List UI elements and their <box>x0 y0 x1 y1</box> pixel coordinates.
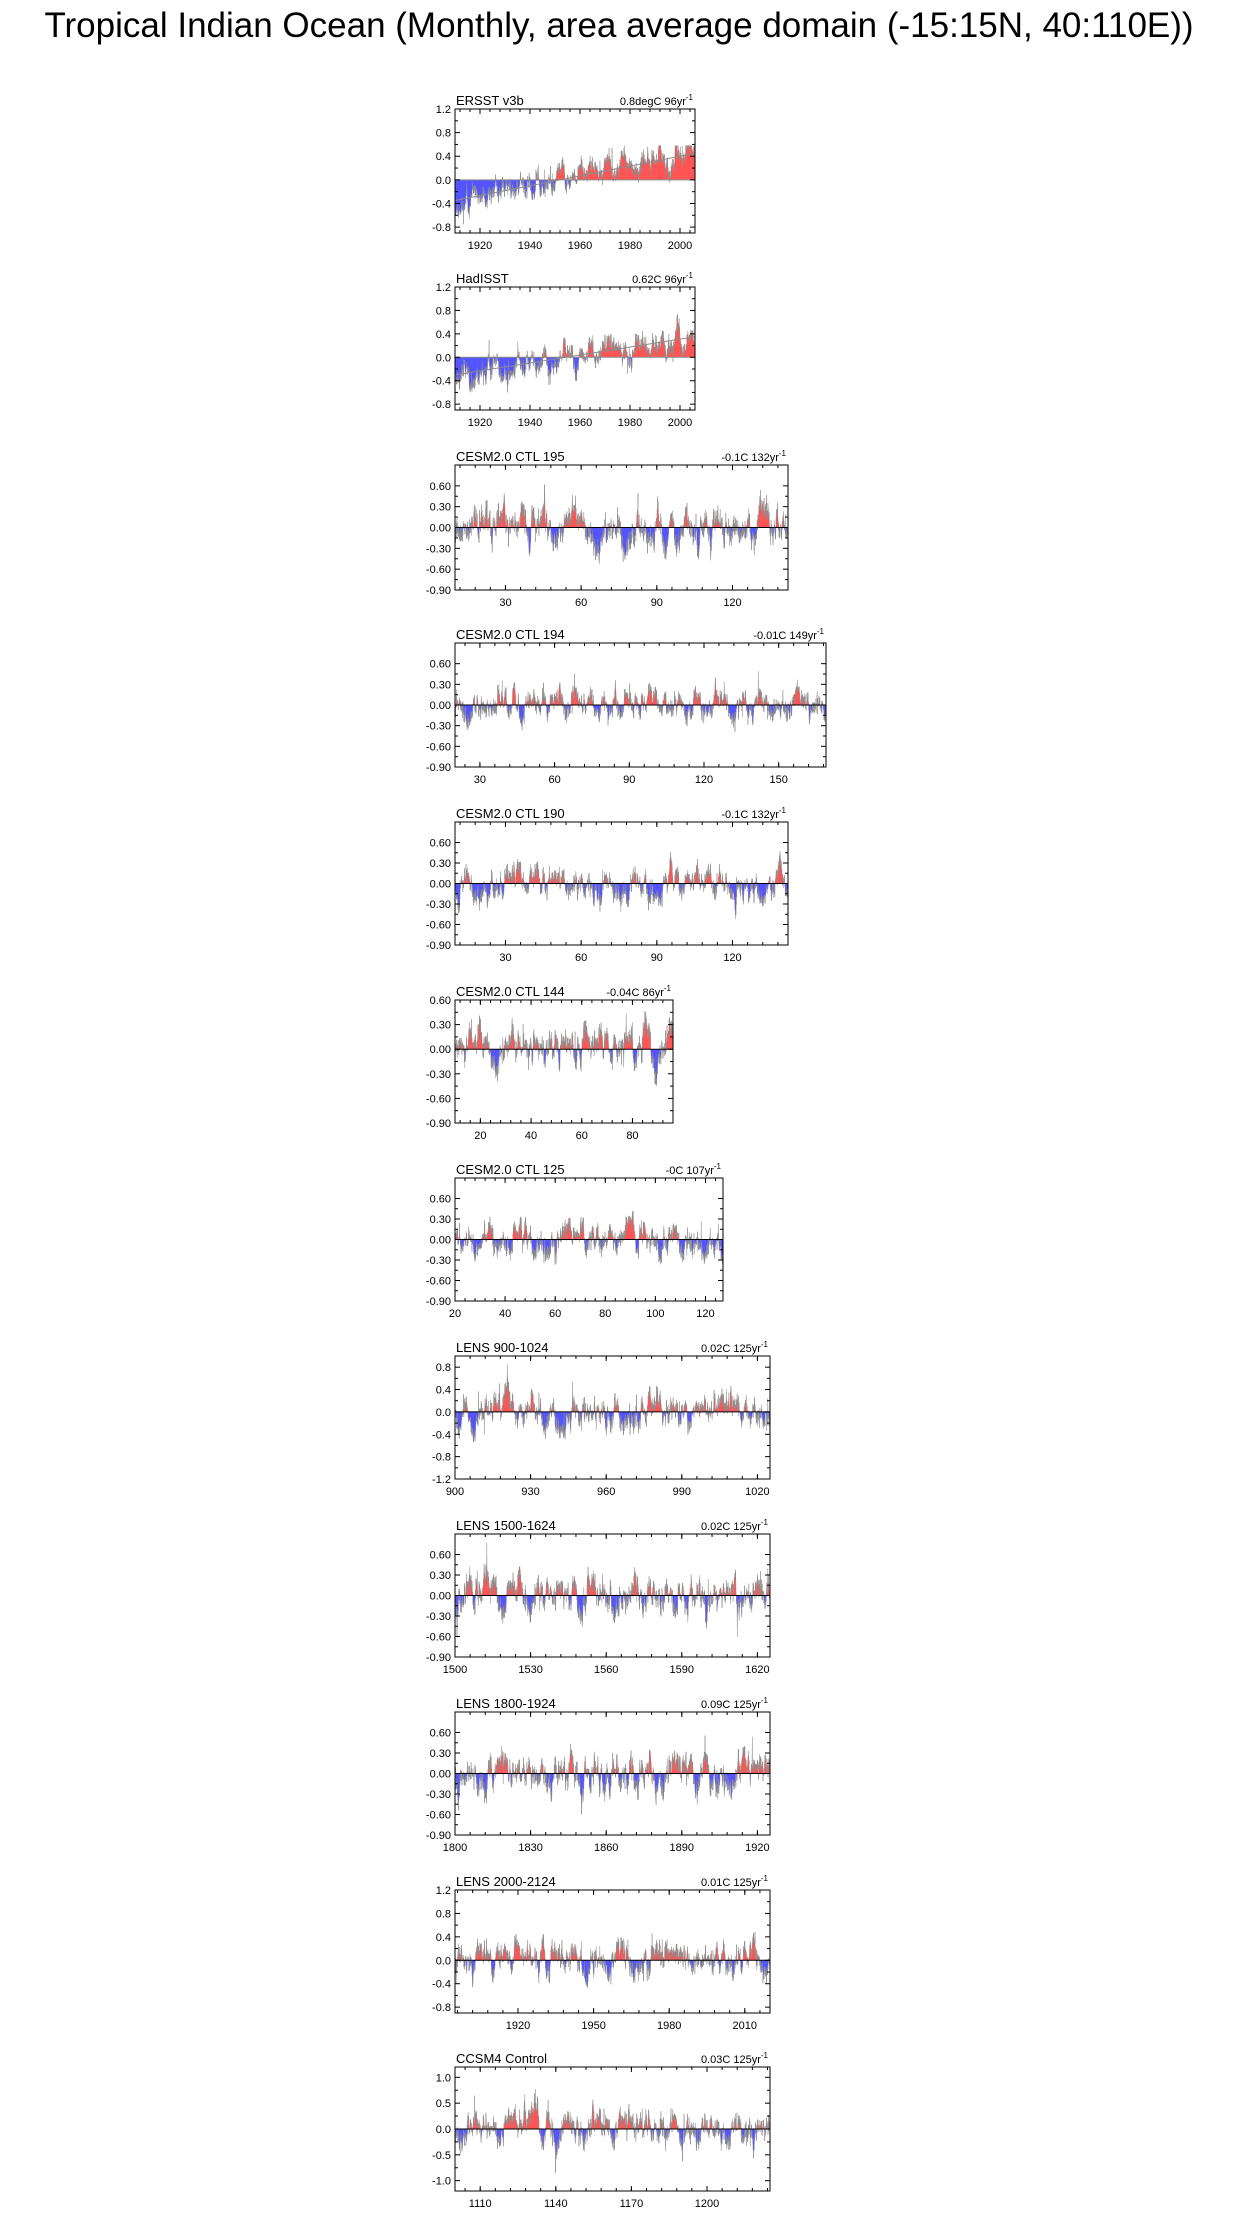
x-tick-label: 1980 <box>618 417 642 429</box>
x-tick-label: 1920 <box>468 240 492 252</box>
panel-1: -0.8 -0.4 0.0 0.4 0.8 1.2 1920 1940 1960 1980 2000… <box>432 271 696 429</box>
x-tick-label: 2000 <box>668 417 692 429</box>
x-tick-label: 1920 <box>468 417 492 429</box>
y-tick-label: 0.8 <box>436 305 451 317</box>
panel-0: -0.8 -0.4 0.0 0.4 0.8 1.2 1920 1940 1960 1980 2000… <box>432 93 696 252</box>
trend-label: 0.62C 96yr-1 <box>632 271 693 286</box>
bars-1 <box>455 313 695 393</box>
x-tick-label: 1980 <box>618 240 642 252</box>
y-tick-label: 0.4 <box>436 329 451 341</box>
bars-0 <box>455 145 695 225</box>
y-tick-label: 0.60 <box>430 481 451 493</box>
y-tick-label: 1.2 <box>436 282 451 294</box>
series-line-1 <box>455 313 695 393</box>
y-tick-label: 0.0 <box>436 352 451 364</box>
y-tick-label: -0.8 <box>432 222 451 234</box>
x-tick-label: 60 <box>575 597 587 609</box>
x-tick-label: 2000 <box>668 240 692 252</box>
x-tick-label: 90 <box>651 597 663 609</box>
x-tick-label: 30 <box>499 597 511 609</box>
x-tick-label: 1940 <box>518 417 542 429</box>
x-tick-label: 1940 <box>518 240 542 252</box>
y-tick-label: 0.8 <box>436 128 451 140</box>
y-tick-label: 0.4 <box>436 151 451 163</box>
panel-title: ERSST v3b <box>456 93 524 108</box>
trend-label: -0.1C 132yr-1 <box>721 449 786 464</box>
y-tick-label: -0.90 <box>426 585 451 597</box>
y-tick-label: -0.30 <box>426 543 451 555</box>
series-line-0 <box>455 145 695 225</box>
plot-frame-0 <box>454 108 696 234</box>
trend-line-1 <box>454 336 696 376</box>
bars-3 <box>455 671 826 732</box>
plot-frame-1 <box>454 286 696 411</box>
y-tick-label: -0.4 <box>432 376 451 388</box>
page-title: Tropical Indian Ocean (Monthly, area ave… <box>44 6 1194 45</box>
y-tick-label: -0.4 <box>432 198 451 210</box>
x-tick-label: 1960 <box>568 240 592 252</box>
panel-title: CESM2.0 CTL 195 <box>456 449 565 464</box>
y-tick-label: 0.0 <box>436 175 451 187</box>
panel-2: -0.90 -0.60 -0.30 0.00 0.30 0.60 30 60 90 120 CESM… <box>426 449 789 609</box>
series-line-2 <box>455 484 788 564</box>
trend-line-0 <box>454 152 696 202</box>
y-tick-label: 0.00 <box>430 523 451 535</box>
y-tick-label: -0.60 <box>426 564 451 576</box>
y-tick-label: 1.2 <box>436 104 451 116</box>
x-tick-label: 1960 <box>568 417 592 429</box>
y-tick-label: -0.8 <box>432 399 451 411</box>
y-tick-label: 0.30 <box>430 502 451 514</box>
panel-title: HadISST <box>456 271 509 286</box>
x-tick-label: 120 <box>723 597 741 609</box>
trend-label: 0.8degC 96yr-1 <box>620 93 694 108</box>
